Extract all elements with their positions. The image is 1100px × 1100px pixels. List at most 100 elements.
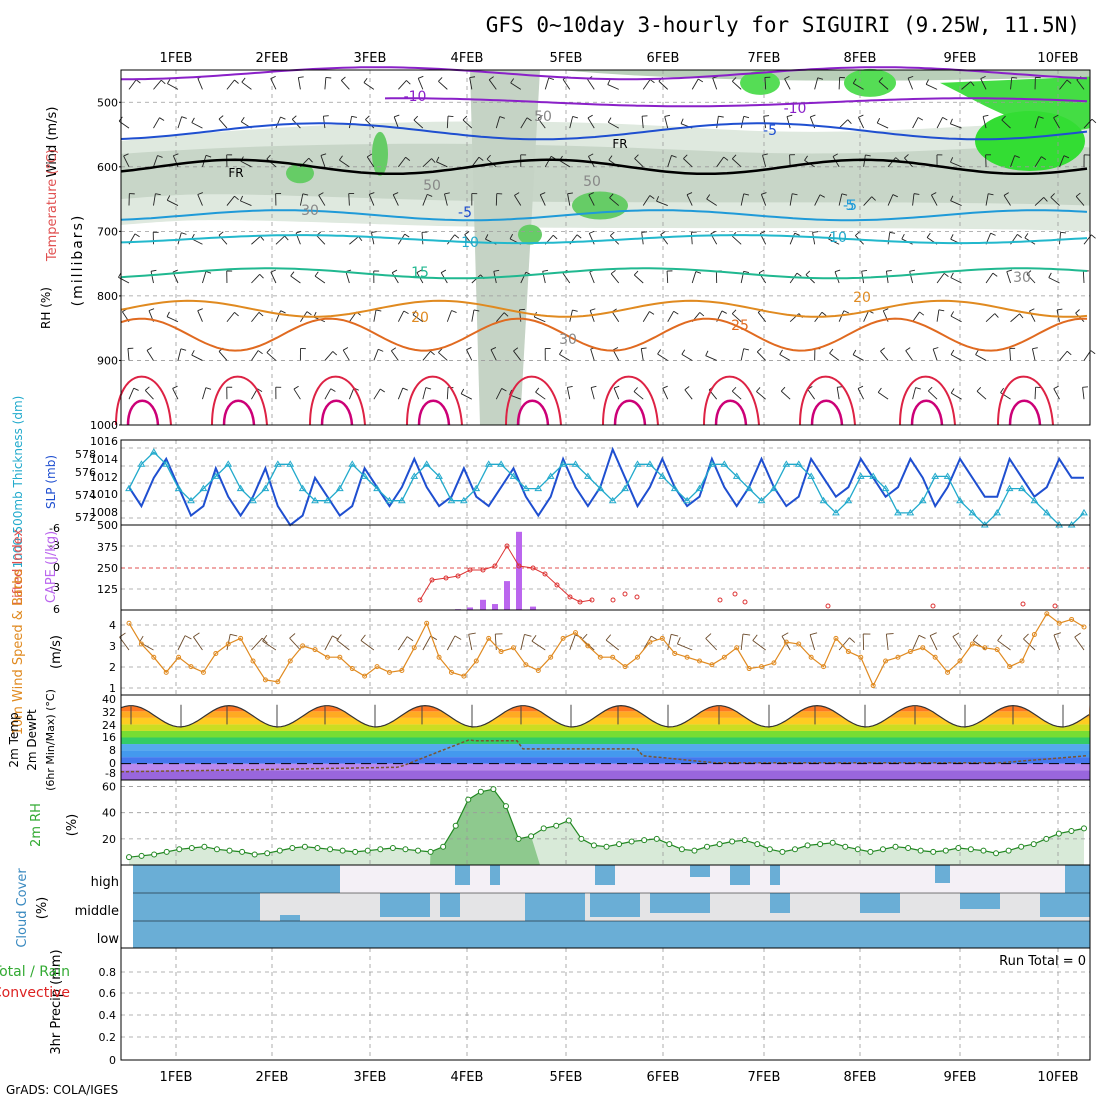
wind10-point <box>486 635 492 641</box>
rh2m-point <box>339 847 346 854</box>
wind-barb-flag <box>852 78 857 84</box>
wind-barb <box>567 193 571 206</box>
wind-barb <box>240 160 252 168</box>
wind-barb-flag <box>1075 192 1081 197</box>
temp-contour-30 <box>115 375 172 426</box>
wind10-point <box>523 662 529 668</box>
lifted-index-tick-label: 6 <box>53 603 60 616</box>
freezing-level-label: FR <box>612 137 627 151</box>
thickness-point <box>497 460 505 467</box>
wind-barb-flag <box>743 193 750 196</box>
wind-barb <box>324 77 327 90</box>
thickness-point <box>162 460 171 467</box>
thickness-point <box>670 484 679 492</box>
wind-barb <box>562 79 571 90</box>
wind-barb-flag <box>330 388 336 392</box>
wind-barb-flag <box>673 310 679 315</box>
wind-barb <box>660 234 669 245</box>
slp-ylabel-left: 1000-500mb Thickness (dm) <box>11 396 25 569</box>
wind-barb-flag <box>731 154 737 160</box>
slp-panel: 578 576 574 572 1016 1014 1012 1010 1008 <box>75 435 1091 528</box>
lifted-index-point <box>443 575 449 581</box>
wind-barb <box>952 636 962 651</box>
wind-barb-flag <box>369 192 375 195</box>
wind-barb <box>290 275 301 284</box>
thickness-point <box>571 460 580 467</box>
wind-barb-flag <box>514 192 520 196</box>
rh2m-ylabel-units: (%) <box>65 814 80 837</box>
rh2m-point <box>653 835 660 842</box>
wind10-point <box>424 620 430 626</box>
wind-barb-flag <box>360 634 366 641</box>
rh2m-point <box>741 837 748 844</box>
rh2m-point <box>791 846 798 853</box>
wind-barb-flag <box>438 77 443 82</box>
wind-barb-flag <box>1091 234 1096 239</box>
wind-barb <box>559 353 570 361</box>
wind10-point <box>548 654 554 660</box>
cloud-level-label: low <box>97 932 120 947</box>
wind-barb <box>961 81 972 90</box>
wind10-point <box>1007 664 1013 670</box>
wind-barb <box>814 77 819 90</box>
wind-barb <box>657 353 668 361</box>
wind-barb-flag <box>462 115 468 121</box>
wind-barb <box>740 348 745 361</box>
contour-label: 10 <box>829 230 847 246</box>
wind-barb <box>202 271 207 284</box>
rh2m-point <box>1081 825 1087 832</box>
temp-color-band <box>121 711 1090 718</box>
contour-label: 25 <box>731 318 749 334</box>
profile-ytick-label: 500 <box>97 96 118 109</box>
wind-barb-flag <box>931 192 937 196</box>
wind-barb-flag <box>205 271 212 274</box>
wind-barb <box>640 348 644 361</box>
thickness-point <box>472 484 481 492</box>
wind10-point <box>833 635 839 641</box>
wind-barb <box>877 392 889 400</box>
wind-barb-flag <box>886 633 894 635</box>
wind-barb <box>368 194 375 206</box>
wind-barb <box>397 310 405 322</box>
lifted-index-tick-label: -3 <box>49 539 60 552</box>
wind-barb-flag <box>405 156 411 161</box>
thickness-point <box>360 472 369 479</box>
profile-ytick-label: 700 <box>97 225 118 238</box>
rh2m-point <box>163 848 170 855</box>
wind-barb-flag <box>320 153 327 156</box>
wind-barb-flag <box>657 349 661 355</box>
wind-barb <box>446 234 456 245</box>
wind-barb-flag <box>938 309 945 312</box>
wind10-point <box>1056 620 1062 626</box>
wind-barb <box>807 389 816 400</box>
wind-barb-flag <box>160 79 166 85</box>
wind10-point <box>709 662 715 668</box>
wind-barb <box>373 388 381 400</box>
wind-barb-flag <box>743 270 750 273</box>
slp-tick-label: 1008 <box>90 506 118 519</box>
wind-barb <box>422 387 427 400</box>
thickness-point <box>323 496 332 504</box>
wind-barb <box>348 387 355 400</box>
wind-barb <box>928 390 938 400</box>
wind-barb <box>613 387 620 400</box>
wind-barb <box>880 350 889 361</box>
cape-bar <box>480 599 486 610</box>
wind10-point <box>362 673 368 679</box>
date-label-top: 3FEB <box>354 51 387 66</box>
wind-barb <box>421 232 424 245</box>
profile-ytick-label: 800 <box>97 290 118 303</box>
rh2m-point <box>540 825 547 832</box>
slp-tick-label: 1014 <box>90 453 118 466</box>
wind-barb-flag <box>166 195 171 201</box>
wind-barb-flag <box>184 635 192 640</box>
temp2m-ylabel3: (6hr Min/Max) (°C) <box>44 689 57 791</box>
wind-barb-flag <box>990 232 996 236</box>
wind-barb <box>1034 197 1045 206</box>
temp-contour-30 <box>505 375 562 426</box>
wind-barb-flag <box>1056 308 1063 311</box>
contour-label: 30 <box>301 203 319 219</box>
date-label-bottom: 2FEB <box>256 1070 289 1085</box>
wind-barb-flag <box>261 637 268 644</box>
wind-barb <box>950 123 962 129</box>
